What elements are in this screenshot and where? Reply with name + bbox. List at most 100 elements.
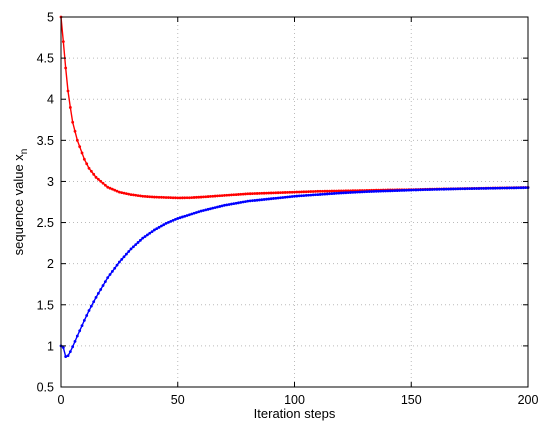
- series-2-point: [274, 196, 278, 200]
- series-1-point: [281, 191, 285, 194]
- series-2-point: [244, 200, 247, 203]
- series-1-point: [302, 190, 306, 194]
- series-2-point: [381, 189, 385, 193]
- series-2-point: [122, 255, 126, 259]
- series-2-point: [377, 189, 380, 193]
- series-1-point: [195, 195, 198, 199]
- series-1-point: [136, 194, 140, 197]
- series-2-point: [353, 190, 357, 194]
- series-1-point: [108, 186, 112, 190]
- series-2-point: [433, 188, 436, 191]
- series-1-point: [330, 189, 334, 193]
- series-2-point: [199, 209, 203, 213]
- series-1-point: [150, 195, 154, 199]
- series-1-point: [164, 196, 168, 199]
- series-2-point: [300, 194, 303, 198]
- series-2-point: [167, 220, 170, 224]
- y-tick-label: 4.5: [37, 52, 54, 66]
- series-2: [59, 186, 530, 358]
- series-2-point: [85, 314, 89, 317]
- series-2-point: [365, 190, 369, 194]
- series-2-point: [220, 204, 224, 208]
- series-2-point: [484, 186, 488, 190]
- series-1-point: [337, 189, 341, 193]
- series-1-point: [138, 194, 142, 198]
- series-layer: [59, 15, 530, 358]
- series-1-point: [117, 190, 121, 194]
- series-1-point: [309, 190, 313, 193]
- series-1-point: [145, 195, 149, 198]
- series-2-point: [145, 233, 149, 237]
- series-2-point: [117, 260, 121, 264]
- series-1-point: [316, 189, 320, 193]
- series-2-point: [426, 188, 429, 192]
- series-2-point: [470, 187, 474, 191]
- series-1-point: [311, 190, 315, 193]
- series-2-point: [398, 189, 401, 192]
- x-tick-label: 100: [284, 393, 305, 407]
- series-1-point: [120, 191, 124, 195]
- series-2-point: [344, 191, 348, 195]
- series-2-point: [213, 206, 217, 209]
- series-2-point: [482, 186, 486, 190]
- series-1-point: [244, 192, 247, 196]
- series-2-point: [358, 190, 362, 194]
- series-2-point: [370, 190, 373, 193]
- series-2-point: [157, 225, 161, 229]
- series-2-point: [211, 206, 215, 210]
- series-1-point: [209, 195, 212, 198]
- series-1-point: [328, 189, 331, 193]
- series-2-point: [223, 203, 226, 207]
- series-2-point: [185, 214, 189, 217]
- series-2-point: [405, 188, 408, 192]
- series-1-point: [213, 194, 217, 198]
- series-2-point: [197, 210, 201, 214]
- series-2-point: [449, 187, 453, 191]
- series-2-point: [120, 257, 124, 261]
- series-1-point: [211, 194, 215, 198]
- series-2-point: [304, 194, 308, 197]
- series-1-point: [206, 195, 210, 198]
- series-2-point: [477, 187, 481, 190]
- series-2-point: [416, 188, 420, 192]
- series-1-point: [323, 189, 327, 193]
- series-1-point: [190, 196, 194, 199]
- series-2-point: [237, 201, 240, 205]
- series-2-point: [412, 188, 415, 192]
- series-1-point: [321, 189, 324, 193]
- series-2-point: [402, 188, 406, 192]
- series-2-point: [234, 201, 238, 205]
- series-2-point: [232, 202, 236, 206]
- y-tick-label: 3.5: [37, 134, 54, 148]
- series-1-point: [283, 191, 287, 194]
- series-2-point: [472, 187, 476, 190]
- series-1-point: [339, 189, 343, 193]
- series-2-point: [225, 203, 229, 207]
- series-2-point: [325, 192, 329, 196]
- series-1-point: [127, 192, 131, 196]
- series-2-point: [395, 189, 399, 192]
- series-2-point: [414, 188, 418, 192]
- series-2-point: [96, 292, 100, 295]
- series-1-point: [251, 192, 254, 196]
- series-2-point: [524, 186, 528, 190]
- x-axis-label: Iteration steps: [254, 406, 336, 421]
- series-1-point: [230, 193, 233, 197]
- series-1-point: [181, 196, 184, 200]
- series-2-point: [209, 207, 212, 211]
- series-2-point: [283, 195, 287, 199]
- series-2-point: [430, 188, 434, 191]
- series-1-point: [295, 190, 299, 194]
- series-2-point: [374, 189, 378, 193]
- series-1-point: [101, 181, 105, 185]
- series-2-point: [409, 188, 413, 192]
- series-2-point: [138, 238, 142, 242]
- series-1-point: [325, 189, 329, 193]
- series-2-point: [521, 186, 525, 190]
- series-1-point: [134, 193, 138, 197]
- series-2-point: [332, 192, 336, 195]
- series-2-point: [510, 186, 514, 190]
- series-2-point: [419, 188, 422, 192]
- series-2-point: [451, 187, 455, 191]
- series-2-point: [339, 191, 343, 195]
